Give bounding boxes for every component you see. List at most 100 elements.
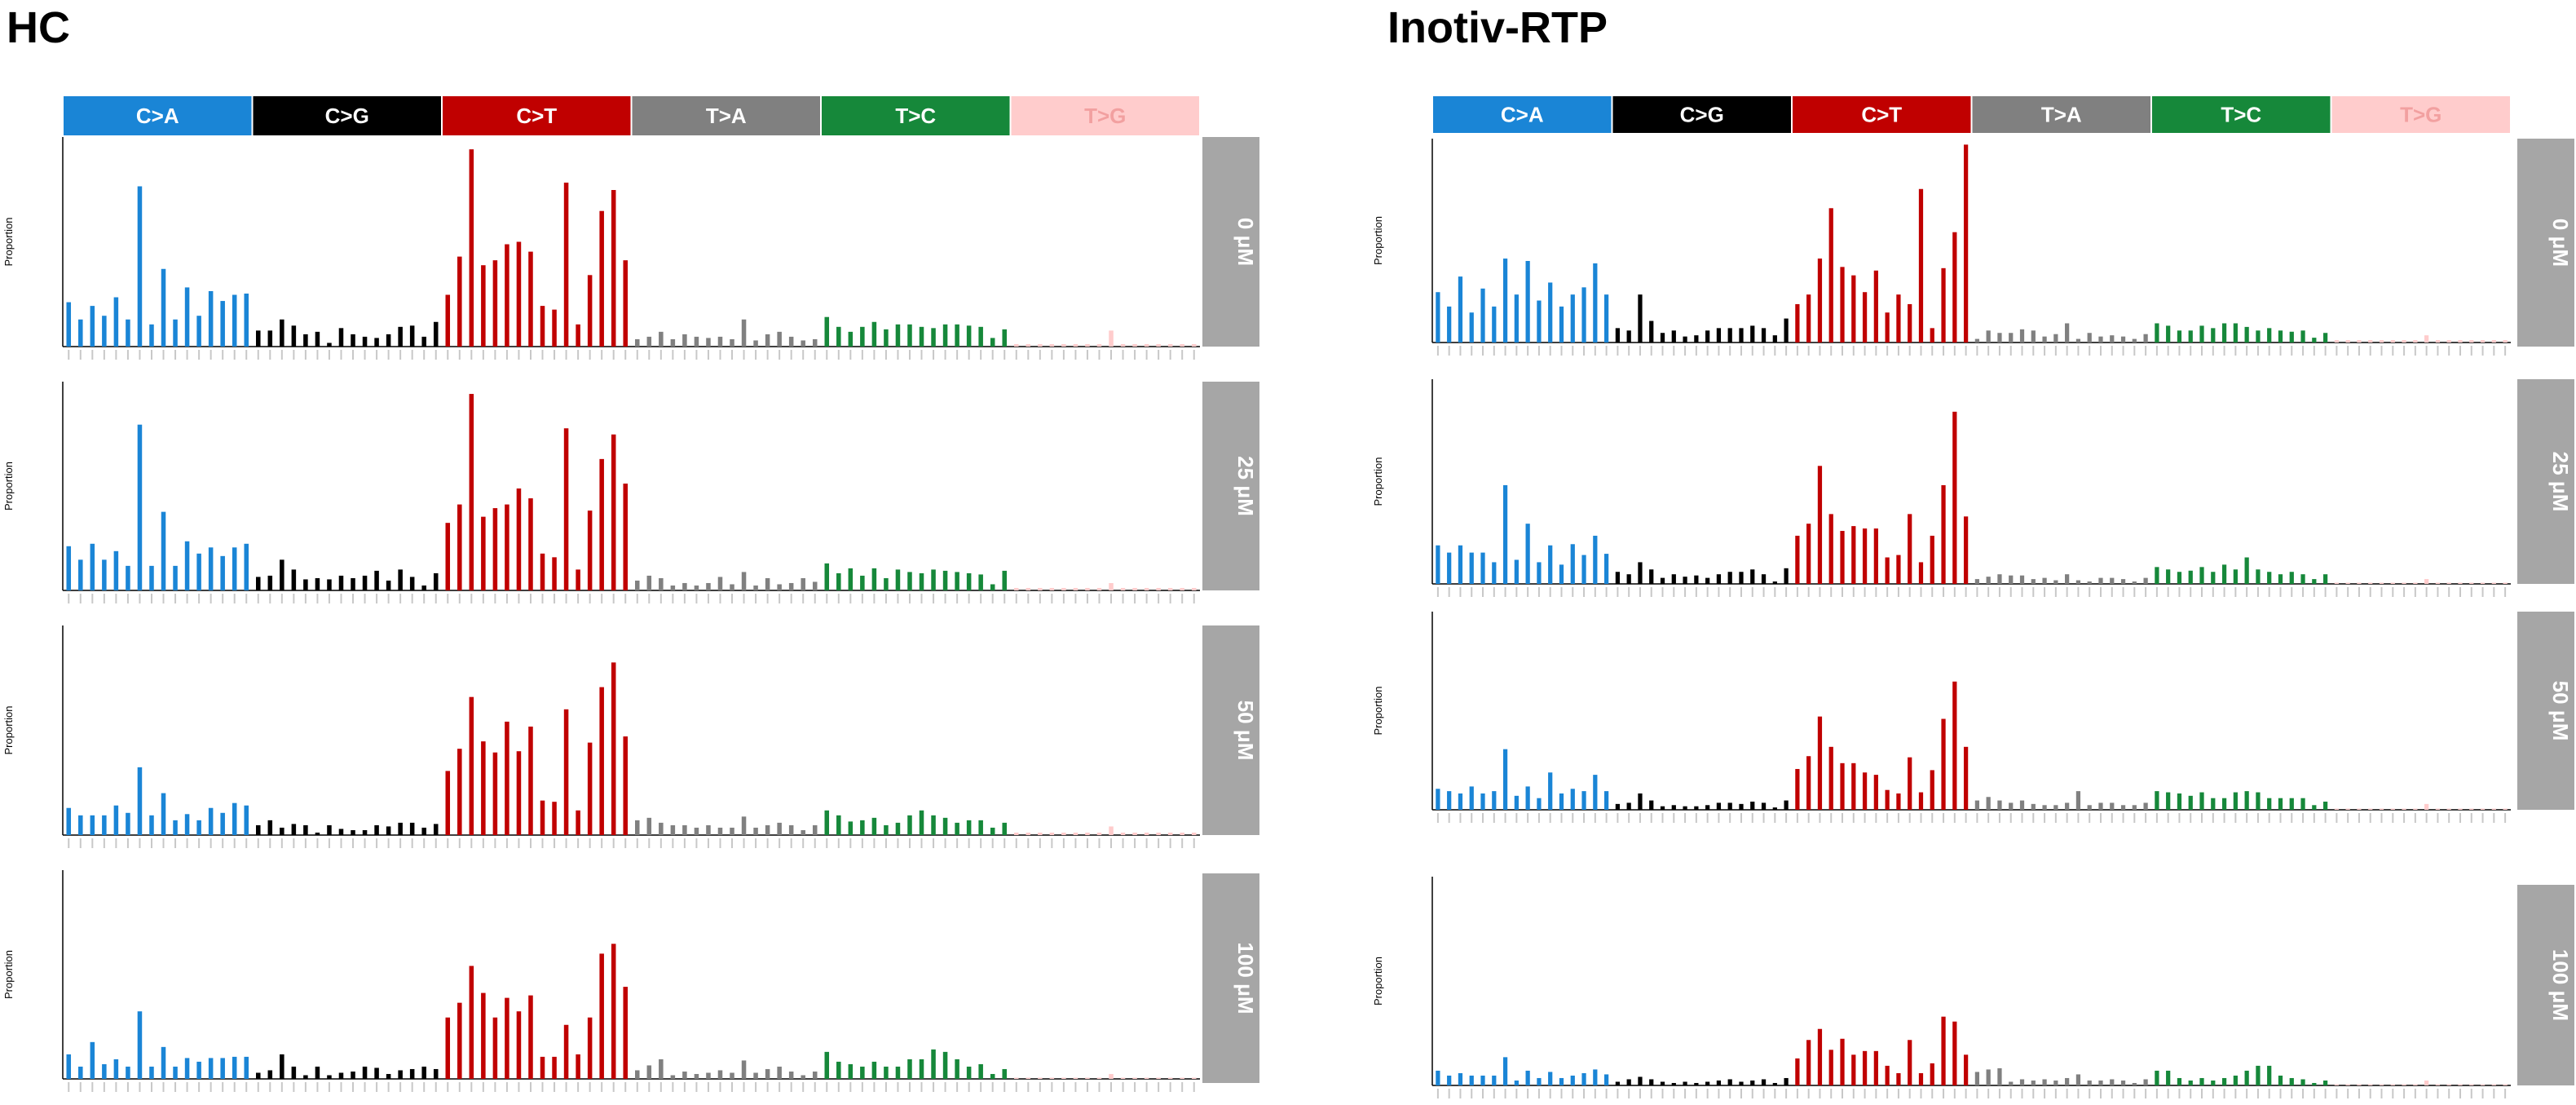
bar bbox=[528, 251, 533, 347]
bar bbox=[587, 275, 593, 347]
bar bbox=[563, 1024, 569, 1079]
bar bbox=[1548, 1072, 1553, 1085]
bar bbox=[1002, 570, 1007, 590]
bar bbox=[1096, 1077, 1102, 1079]
bar bbox=[753, 340, 758, 347]
bar bbox=[1772, 807, 1777, 810]
bar bbox=[457, 504, 462, 590]
bar bbox=[563, 709, 569, 835]
bar bbox=[694, 1073, 699, 1079]
bar bbox=[1581, 555, 1586, 584]
bar bbox=[2503, 582, 2508, 584]
bar bbox=[2087, 333, 2092, 343]
bar bbox=[1649, 569, 1654, 584]
bar bbox=[1038, 1077, 1043, 1079]
bar bbox=[1840, 1038, 1845, 1085]
bar bbox=[2009, 333, 2014, 343]
category-header-c-to-g bbox=[253, 96, 441, 135]
bar bbox=[1795, 768, 1800, 810]
bar bbox=[1772, 1082, 1777, 1085]
bar bbox=[599, 458, 604, 590]
bar bbox=[1626, 802, 1631, 810]
bar bbox=[2031, 579, 2036, 584]
bar bbox=[1930, 1063, 1934, 1085]
bar bbox=[528, 726, 533, 835]
bar bbox=[812, 824, 818, 835]
bar bbox=[256, 577, 261, 590]
bar bbox=[2019, 800, 2025, 810]
bar bbox=[741, 816, 747, 835]
bar bbox=[635, 580, 640, 590]
bar bbox=[90, 543, 95, 590]
bar bbox=[1132, 1077, 1137, 1079]
bar bbox=[1671, 805, 1676, 810]
bar bbox=[1817, 259, 1823, 343]
bar bbox=[1548, 282, 1553, 343]
bar bbox=[232, 1056, 237, 1079]
bar bbox=[469, 149, 474, 347]
bar bbox=[1918, 1072, 1924, 1085]
bar bbox=[232, 547, 237, 590]
bar bbox=[1593, 775, 1598, 810]
bar bbox=[1570, 789, 1575, 810]
bar bbox=[2413, 808, 2418, 810]
bar bbox=[2491, 340, 2496, 343]
bar bbox=[2233, 792, 2238, 810]
facet-strip bbox=[2517, 612, 2574, 810]
bar bbox=[505, 721, 509, 835]
bar bbox=[351, 334, 355, 347]
bar bbox=[717, 336, 723, 347]
bar bbox=[788, 582, 794, 590]
bar bbox=[1908, 757, 1912, 810]
bar bbox=[2458, 340, 2463, 343]
bar bbox=[587, 742, 593, 835]
bar bbox=[978, 1063, 983, 1079]
bar bbox=[1559, 306, 1564, 343]
bar bbox=[552, 557, 557, 590]
bar bbox=[66, 546, 72, 590]
bar bbox=[244, 805, 249, 835]
bar bbox=[1952, 411, 1957, 584]
bar bbox=[2199, 325, 2204, 343]
bar bbox=[445, 523, 451, 590]
bar bbox=[1537, 562, 1542, 584]
bar bbox=[2199, 567, 2204, 584]
bar bbox=[280, 827, 285, 835]
bar bbox=[2166, 1070, 2171, 1085]
bar bbox=[788, 824, 794, 835]
bar bbox=[765, 824, 770, 835]
bar bbox=[540, 306, 545, 347]
bar bbox=[2503, 1084, 2508, 1085]
bar bbox=[327, 1075, 332, 1079]
bar bbox=[2278, 330, 2283, 343]
bar bbox=[1593, 535, 1598, 584]
bar bbox=[635, 1070, 640, 1079]
bar bbox=[492, 1017, 498, 1079]
bar bbox=[303, 579, 308, 590]
bar bbox=[765, 577, 770, 590]
bar bbox=[801, 340, 805, 347]
bar bbox=[1873, 528, 1878, 584]
bar bbox=[2345, 340, 2350, 343]
bar bbox=[1458, 545, 1463, 584]
bar bbox=[2289, 1077, 2294, 1085]
bar bbox=[1896, 555, 1901, 584]
bar bbox=[2087, 1080, 2092, 1085]
bar bbox=[1908, 1040, 1912, 1085]
bar bbox=[884, 824, 889, 835]
bar bbox=[2244, 326, 2249, 343]
bar bbox=[327, 824, 332, 835]
bar bbox=[2334, 1084, 2340, 1085]
bar bbox=[1784, 318, 1789, 343]
bar bbox=[1660, 333, 1665, 343]
bar bbox=[1862, 528, 1868, 584]
category-label: T>A bbox=[2041, 103, 2082, 127]
bar bbox=[1537, 798, 1542, 810]
bar bbox=[1908, 303, 1912, 343]
bar bbox=[2357, 340, 2362, 343]
bar bbox=[291, 824, 297, 835]
bar bbox=[1817, 1028, 1823, 1085]
bar bbox=[552, 1056, 557, 1079]
bar bbox=[137, 424, 143, 590]
bar bbox=[2379, 582, 2384, 584]
